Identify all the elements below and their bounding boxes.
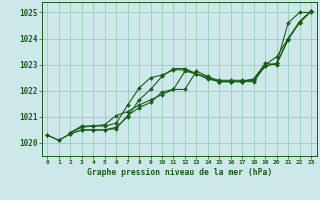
X-axis label: Graphe pression niveau de la mer (hPa): Graphe pression niveau de la mer (hPa) xyxy=(87,168,272,177)
